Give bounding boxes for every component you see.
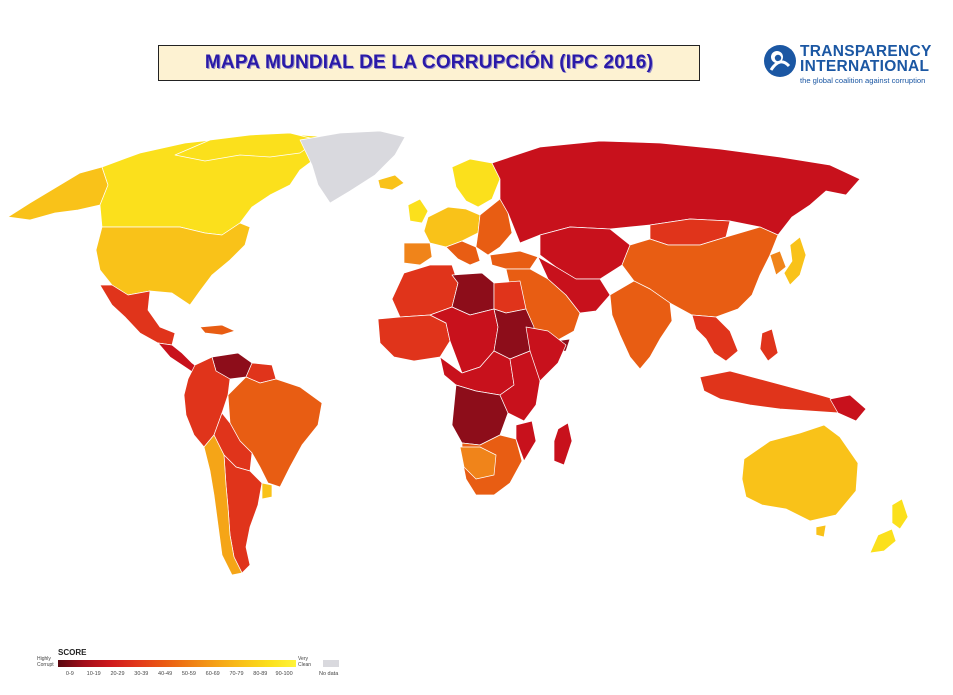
legend-tick-label: 40-49 [158,671,173,677]
region-caribbean [199,324,236,336]
region-uk-ireland [407,198,429,224]
region-madagascar [553,422,573,466]
region-western-europe [423,206,481,248]
region-iceland [377,174,405,191]
legend-title: SCORE [58,648,87,657]
legend-tick-label: 70-79 [229,671,244,677]
ti-emblem-icon [764,45,796,77]
region-philippines [759,328,779,362]
score-legend: SCORE Highly Corrupt Very Clean 0-9 10-19… [37,645,358,690]
region-new-zealand [869,498,909,554]
legend-tick-label: 90-100 [275,671,293,677]
legend-high-label-line1: Very [298,656,309,662]
map-title: MAPA MUNDIAL DE LA CORRUPCIÓN (IPC 2016) [204,52,654,73]
logo-tagline: the global coalition against corruption [800,76,926,85]
legend-high-label-line2: Clean [298,661,312,668]
region-namibia-botswana [459,446,497,480]
region-mexico [99,284,176,346]
legend-low-label-line2: Corrupt [37,661,54,668]
region-southern-europe [445,240,481,266]
region-central-asia [539,226,631,280]
region-tasmania [815,524,827,538]
region-chile [203,434,243,576]
legend-tick-label: 30-39 [134,671,149,677]
legend-tick-label: 80-89 [253,671,268,677]
region-australia [741,424,859,522]
region-alaska [7,166,109,221]
legend-tick-label: 50-59 [181,671,196,677]
region-egypt [493,280,527,314]
region-nordics [451,158,501,208]
region-japan [783,236,807,286]
legend-tick-label: 10-19 [86,671,101,677]
region-turkey [489,250,539,270]
legend-high-label: Very Clean [298,656,318,668]
world-map-svg [7,130,909,576]
region-iberia [403,242,433,266]
region-greenland [299,130,406,204]
logo-wordmark: TRANSPARENCY INTERNATIONAL [800,43,932,75]
region-india [609,280,673,370]
logo-name-line1: TRANSPARENCY [800,43,932,60]
legend-color-scale [58,660,296,667]
region-korea [769,250,787,276]
logo-name-line2: INTERNATIONAL [800,58,930,75]
legend-tick-labels: 0-9 10-19 20-29 30-39 40-49 50-59 60-69 70-79 80… [58,671,296,679]
map-title-box: MAPA MUNDIAL DE LA CORRUPCIÓN (IPC 2016) [158,45,700,81]
legend-tick-label: 60-69 [205,671,220,677]
legend-no-data-swatch [323,660,339,667]
legend-low-label: Highly Corrupt [37,656,57,668]
legend-low-label-line1: Highly [37,656,51,662]
region-southeast-asia [691,314,739,362]
legend-no-data-label: No data [319,671,339,677]
region-mozambique [515,420,537,462]
legend-tick-label: 0-9 [65,671,74,677]
region-uruguay [261,482,273,500]
region-iran-afghanistan [537,256,611,314]
region-west-africa [377,314,451,362]
region-papua-new-guinea [829,394,867,422]
region-indonesia [699,370,849,414]
region-east-africa [499,350,541,422]
transparency-international-logo: TRANSPARENCY INTERNATIONAL the global co… [763,44,943,88]
legend-tick-label: 20-29 [110,671,125,677]
region-libya [451,272,495,316]
world-map [0,95,953,640]
